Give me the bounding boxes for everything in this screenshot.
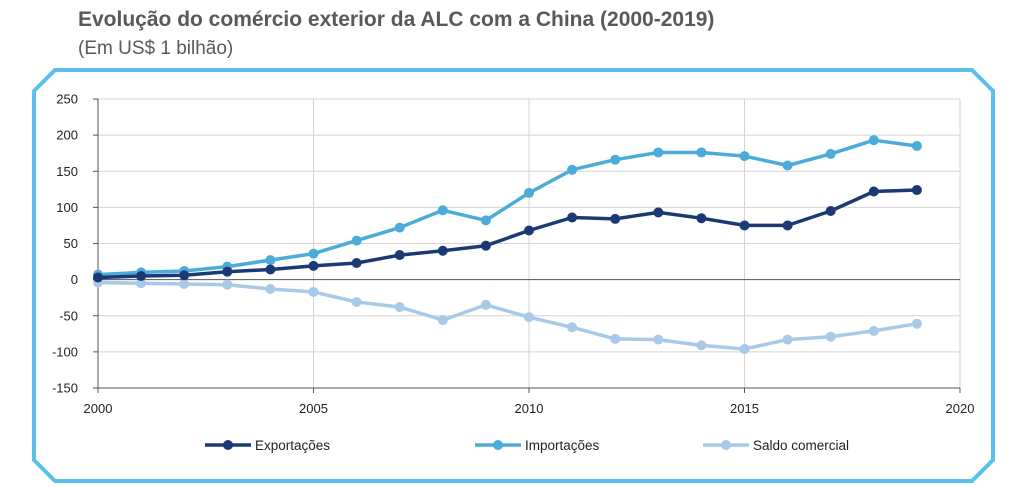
data-point-saldo-comercial — [567, 322, 578, 333]
legend-marker — [223, 440, 233, 450]
data-point-saldo-comercial — [868, 325, 879, 336]
data-point-saldo-comercial — [610, 333, 621, 344]
data-point-exportacoes — [696, 213, 707, 224]
data-point-exportacoes — [480, 240, 491, 251]
series-exportacoes — [93, 185, 922, 283]
data-point-importacoes — [911, 140, 922, 151]
legend-label: Saldo comercial — [753, 438, 849, 453]
data-point-saldo-comercial — [136, 278, 147, 289]
data-point-exportacoes — [308, 260, 319, 271]
data-point-importacoes — [868, 135, 879, 146]
data-point-importacoes — [524, 187, 534, 198]
data-point-saldo-comercial — [179, 278, 190, 289]
chart-title: Evolução do comércio exterior da ALC com… — [78, 8, 715, 31]
chart-frame — [32, 68, 995, 483]
data-point-exportacoes — [739, 220, 750, 231]
y-tick-label: 100 — [56, 200, 78, 215]
x-tick-label: 2015 — [730, 401, 759, 416]
series-line-saldo-comercial — [97, 280, 918, 351]
data-point-importacoes — [653, 147, 664, 158]
data-point-exportacoes — [825, 205, 836, 216]
y-tick-label: 250 — [56, 92, 78, 107]
series-line-exportacoes — [97, 188, 917, 280]
data-point-saldo-comercial — [782, 334, 793, 345]
y-tick-label: 150 — [56, 164, 78, 179]
data-point-saldo-comercial — [222, 279, 233, 290]
data-point-exportacoes — [265, 264, 276, 275]
data-point-importacoes — [437, 205, 448, 216]
y-tick-label: -50 — [59, 308, 78, 323]
data-point-importacoes — [351, 235, 362, 246]
data-point-saldo-comercial — [524, 312, 534, 323]
legend-item-exportacoes: Exportações — [205, 438, 330, 453]
data-point-saldo-comercial — [696, 340, 707, 351]
data-point-exportacoes — [179, 270, 190, 281]
legend-marker — [721, 440, 731, 450]
data-point-saldo-comercial — [739, 343, 750, 354]
data-point-importacoes — [308, 248, 319, 259]
chart-subtitle: (Em US$ 1 bilhão) — [78, 38, 234, 59]
data-point-exportacoes — [782, 220, 793, 231]
data-point-exportacoes — [911, 185, 922, 196]
data-point-saldo-comercial — [911, 318, 922, 329]
data-point-exportacoes — [222, 266, 233, 277]
data-point-saldo-comercial — [265, 284, 276, 295]
data-point-importacoes — [265, 255, 276, 266]
legend-marker — [493, 440, 503, 450]
data-point-saldo-comercial — [308, 286, 319, 297]
data-point-importacoes — [567, 164, 578, 175]
y-tick-label: 0 — [71, 272, 78, 287]
data-point-saldo-comercial — [394, 302, 405, 313]
data-point-exportacoes — [93, 272, 103, 283]
data-point-exportacoes — [653, 207, 664, 218]
data-point-importacoes — [394, 222, 405, 233]
data-point-exportacoes — [567, 212, 578, 223]
data-point-importacoes — [480, 215, 491, 226]
data-point-exportacoes — [868, 186, 879, 197]
data-point-exportacoes — [437, 245, 448, 256]
legend-label: Exportações — [255, 438, 330, 453]
tick-labels: 250 200 150 100 50 0 -50 -100 -150 2000 2005 2010 20… — [52, 92, 974, 417]
series-lines — [93, 135, 922, 354]
data-point-saldo-comercial — [653, 334, 664, 345]
grid — [98, 98, 961, 389]
data-point-exportacoes — [136, 271, 147, 282]
data-point-exportacoes — [610, 213, 621, 224]
series-line-importacoes — [97, 138, 918, 277]
series-saldo-comercial — [93, 277, 922, 354]
data-point-saldo-comercial — [480, 299, 491, 310]
data-point-exportacoes — [394, 250, 405, 261]
data-point-saldo-comercial — [825, 331, 836, 342]
y-tick-label: -150 — [52, 381, 78, 396]
data-point-exportacoes — [524, 225, 534, 236]
data-point-importacoes — [825, 148, 836, 159]
x-tick-label: 2005 — [299, 401, 328, 416]
data-point-saldo-comercial — [351, 297, 362, 308]
data-point-importacoes — [610, 154, 621, 165]
legend-item-saldo-comercial: Saldo comercial — [703, 438, 849, 453]
legend: Exportações Importações Saldo comercial — [205, 438, 849, 453]
y-tick-label: 200 — [56, 128, 78, 143]
data-point-saldo-comercial — [437, 315, 448, 326]
axes — [93, 98, 961, 393]
data-point-importacoes — [739, 151, 750, 162]
y-tick-label: -100 — [52, 344, 78, 359]
data-point-importacoes — [782, 160, 793, 171]
data-point-exportacoes — [351, 258, 362, 269]
x-tick-label: 2010 — [515, 401, 544, 416]
x-tick-label: 2000 — [84, 401, 113, 416]
legend-label: Importações — [525, 438, 600, 453]
data-point-importacoes — [696, 147, 707, 158]
x-tick-label: 2020 — [946, 401, 975, 416]
legend-item-importacoes: Importações — [475, 438, 600, 453]
y-tick-label: 50 — [64, 236, 78, 251]
